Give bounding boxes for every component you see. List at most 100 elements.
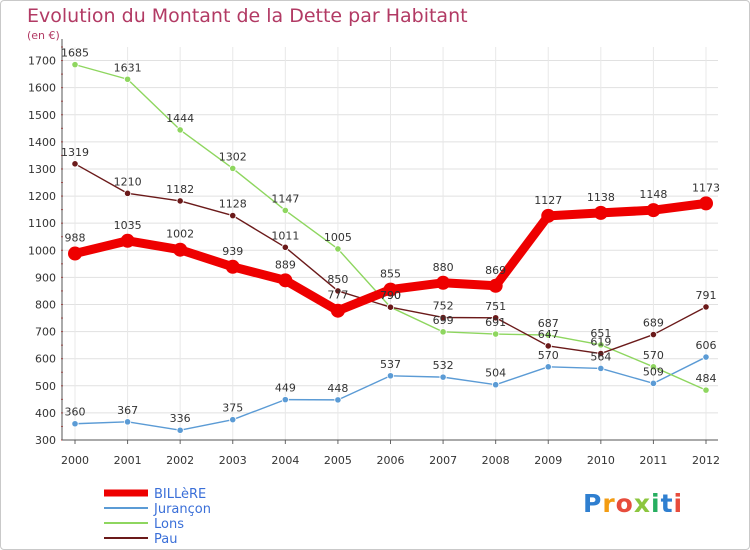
- logo-letter: o: [615, 489, 634, 518]
- x-tick-label-2009: 2009: [534, 454, 562, 467]
- data-point-pau-2007: [439, 313, 447, 322]
- data-point-pau-2003: [229, 211, 237, 220]
- legend-label-lons: Lons: [154, 517, 184, 532]
- data-label-billère-2000: 988: [65, 232, 86, 245]
- x-tick-label-2004: 2004: [271, 454, 299, 467]
- y-tick-label-900: 900: [35, 271, 56, 284]
- data-label-pau-2011: 689: [643, 317, 664, 330]
- data-point-lons-2010: [597, 341, 605, 349]
- data-label-jurançon-2003: 375: [222, 402, 243, 415]
- data-point-billère-2008: [488, 278, 503, 293]
- data-labels: 988 1035 1002 939 889 777 855 880 869 1127 1138 114…: [61, 47, 720, 426]
- logo-letter: x: [633, 489, 651, 518]
- data-point-billère-2007: [436, 275, 451, 290]
- data-label-lons-2006: 790: [380, 289, 401, 302]
- data-point-jurançon-2003: [229, 416, 237, 424]
- data-point-pau-2004: [281, 243, 289, 251]
- data-point-billère-2001: [120, 233, 135, 248]
- data-label-billère-2007: 880: [433, 261, 454, 274]
- data-label-jurançon-2009: 570: [538, 349, 559, 362]
- data-label-billère-2009: 1127: [534, 194, 562, 207]
- y-tick-label-1600: 1600: [28, 82, 56, 95]
- x-tick-label-2007: 2007: [429, 454, 457, 467]
- data-label-pau-2005: 850: [327, 273, 348, 286]
- series-lines: [68, 61, 713, 434]
- data-label-pau-2002: 1182: [166, 183, 194, 196]
- data-point-jurançon-2000: [71, 420, 79, 428]
- data-point-lons-2009: [544, 331, 552, 339]
- data-point-lons-2001: [123, 75, 132, 83]
- data-label-lons-2009: 687: [538, 317, 559, 330]
- data-point-pau-2002: [176, 197, 184, 205]
- data-point-billère-2011: [646, 203, 661, 218]
- data-label-pau-2007: 752: [433, 299, 454, 312]
- data-point-jurançon-2002: [176, 426, 184, 434]
- data-point-billère-2009: [541, 208, 556, 223]
- data-point-jurançon-2009: [544, 363, 552, 371]
- data-point-jurançon-2006: [386, 372, 395, 380]
- data-label-jurançon-2010: 564: [590, 350, 611, 363]
- data-label-pau-2004: 1011: [271, 229, 299, 242]
- data-point-billère-2000: [68, 246, 82, 261]
- data-point-lons-2002: [176, 126, 184, 134]
- data-point-jurançon-2005: [334, 396, 342, 404]
- x-tick-label-2012: 2012: [692, 454, 720, 467]
- data-point-billère-2004: [278, 273, 293, 288]
- data-point-jurançon-2007: [439, 373, 447, 381]
- data-label-pau-2012: 791: [696, 289, 717, 302]
- data-point-pau-2006: [386, 303, 395, 311]
- x-tick-label-2005: 2005: [324, 454, 352, 467]
- data-label-billère-2011: 1148: [639, 188, 667, 201]
- data-point-lons-2007: [439, 328, 447, 336]
- data-label-billère-2005: 777: [327, 289, 348, 302]
- data-label-pau-2010: 619: [590, 336, 611, 349]
- x-tick-label-2000: 2000: [61, 454, 89, 467]
- data-label-lons-2005: 1005: [324, 231, 352, 244]
- y-tick-label-1700: 1700: [28, 55, 56, 68]
- y-tick-label-1000: 1000: [28, 244, 56, 257]
- y-tick-label-300: 300: [35, 434, 56, 447]
- data-label-billère-2002: 1002: [166, 228, 194, 241]
- data-point-billère-2006: [383, 282, 398, 297]
- logo-letter: P: [583, 489, 603, 518]
- data-point-billère-2012: [699, 196, 713, 211]
- data-label-pau-2006: 790: [380, 289, 401, 302]
- x-tick-label-2006: 2006: [377, 454, 405, 467]
- logo-letter: i: [651, 489, 661, 518]
- data-label-jurançon-2005: 448: [327, 382, 348, 395]
- data-label-lons-2010: 651: [590, 327, 611, 340]
- data-label-jurançon-2004: 449: [275, 382, 296, 395]
- data-point-jurançon-2012: [702, 353, 710, 361]
- data-label-lons-2002: 1444: [166, 112, 194, 125]
- x-tick-label-2003: 2003: [219, 454, 247, 467]
- data-label-billère-2012: 1173: [692, 181, 720, 194]
- data-point-lons-2005: [334, 245, 342, 253]
- y-tick-label-800: 800: [35, 298, 56, 311]
- data-point-pau-2001: [123, 189, 132, 197]
- legend-label-billère: BILLèRE: [154, 487, 206, 502]
- data-point-lons-2012: [702, 386, 710, 394]
- data-point-billère-2002: [173, 242, 188, 257]
- data-point-jurançon-2010: [597, 364, 605, 373]
- data-point-lons-2008: [492, 330, 500, 338]
- legend-label-pau: Pau: [154, 532, 177, 547]
- data-point-pau-2008: [492, 314, 500, 322]
- data-point-lons-2000: [71, 61, 79, 69]
- data-point-billère-2010: [593, 205, 608, 220]
- data-label-jurançon-2006: 537: [380, 358, 401, 371]
- y-tick-label-1400: 1400: [28, 136, 56, 149]
- data-label-pau-2009: 647: [538, 328, 559, 341]
- data-point-jurançon-2008: [492, 381, 500, 389]
- data-label-lons-2004: 1147: [271, 192, 299, 205]
- data-point-pau-2012: [702, 303, 710, 311]
- y-tick-label-1300: 1300: [28, 163, 56, 176]
- data-label-jurançon-2001: 367: [117, 404, 138, 417]
- data-label-billère-2006: 855: [380, 268, 401, 281]
- data-point-pau-2000: [71, 160, 79, 168]
- data-label-jurançon-2007: 532: [433, 359, 454, 372]
- data-label-lons-2003: 1302: [219, 150, 247, 163]
- y-tick-label-400: 400: [35, 407, 56, 420]
- x-tick-label-2001: 2001: [114, 454, 142, 467]
